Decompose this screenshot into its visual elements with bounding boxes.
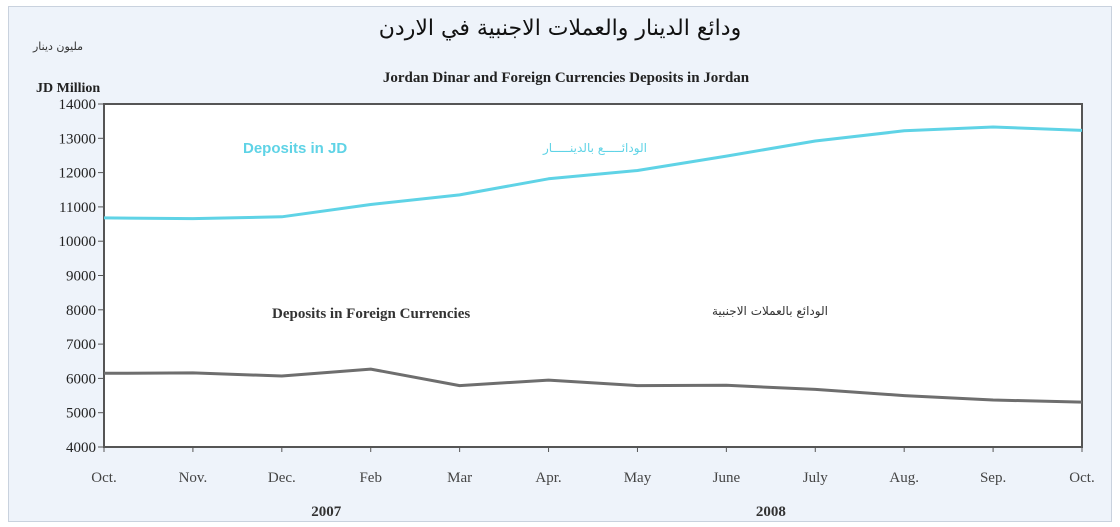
x-tick-label: Oct. — [1069, 470, 1094, 486]
x-tick-label: July — [803, 470, 829, 486]
y-tick-label: 6000 — [66, 371, 96, 387]
y-axis-ticks: 4000 5000 6000 7000 8000 9000 10000 11000 12000 1… — [59, 97, 104, 456]
series-label-jd: Deposits in JD — [243, 140, 347, 157]
y-tick-label: 12000 — [59, 166, 97, 182]
x-tick-label: Mar — [447, 470, 472, 486]
year-label: 2007 — [311, 504, 342, 520]
x-tick-label: Oct. — [91, 470, 116, 486]
series-label-foreign-arabic: الودائع بالعملات الاجنبية — [712, 304, 828, 319]
x-tick-label: June — [713, 470, 741, 486]
y-axis-unit-arabic: مليون دينار — [32, 40, 83, 53]
series-line-foreign — [103, 367, 1083, 404]
y-tick-label: 4000 — [66, 440, 96, 456]
y-tick-label: 5000 — [66, 406, 96, 422]
chart-title: Jordan Dinar and Foreign Currencies Depo… — [383, 70, 750, 86]
x-tick-label: Dec. — [268, 470, 296, 486]
y-tick-label: 8000 — [66, 303, 96, 319]
y-tick-label: 11000 — [59, 200, 96, 216]
y-tick-label: 7000 — [66, 337, 96, 353]
x-tick-label: Aug. — [889, 470, 919, 486]
series-line-jd — [103, 125, 1083, 221]
series-label-foreign: Deposits in Foreign Currencies — [272, 306, 470, 322]
x-tick-label: Nov. — [179, 470, 208, 486]
year-label: 2008 — [756, 504, 786, 520]
y-tick-label: 14000 — [59, 97, 97, 113]
y-tick-label: 13000 — [59, 131, 97, 147]
y-axis-label: JD Million — [36, 81, 100, 96]
x-axis-ticks: Oct. Nov. Dec. Feb Mar Apr. May June July Aug. Sep… — [91, 447, 1095, 486]
x-tick-label: Sep. — [980, 470, 1006, 486]
x-tick-label: Feb — [359, 470, 382, 486]
y-tick-label: 9000 — [66, 269, 96, 285]
series-label-jd-arabic: الودائـــــع بالدينـــــار — [542, 141, 647, 156]
x-tick-label: May — [624, 470, 652, 486]
x-tick-label: Apr. — [535, 470, 561, 486]
y-tick-label: 10000 — [59, 234, 97, 250]
series-lines — [103, 125, 1083, 404]
plot-area — [103, 103, 1083, 448]
year-labels: 2007 2008 — [311, 504, 786, 520]
chart-title-arabic: ودائع الدينار والعملات الاجنبية في الارد… — [379, 16, 741, 41]
